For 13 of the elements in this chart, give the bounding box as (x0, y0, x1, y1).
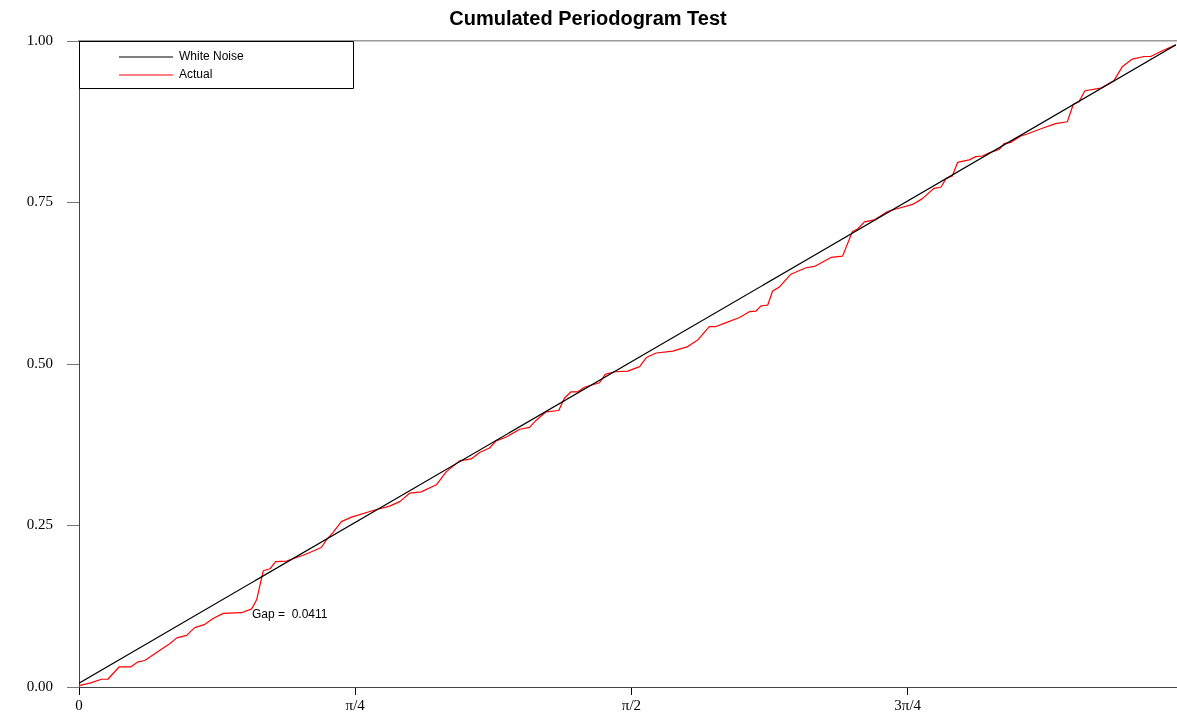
y-tick-label: 0.00 (26, 677, 53, 694)
chart-title: Cumulated Periodogram Test (449, 6, 728, 29)
y-tick-label: 1.00 (26, 31, 53, 48)
annotation: Gap = 0.0411 (252, 607, 328, 622)
x-tick-label: 3π/4 (894, 696, 922, 713)
x-tick-label: 0 (75, 696, 83, 713)
y-tick-label: 0.50 (26, 354, 53, 371)
y-tick-label: 0.75 (26, 193, 53, 210)
legend-label: White Noise (179, 49, 245, 64)
x-tick-label: π/4 (345, 696, 366, 713)
x-tick-label: π/2 (621, 696, 642, 713)
y-tick-label: 0.25 (26, 516, 53, 533)
legend-label: Actual (179, 67, 213, 82)
